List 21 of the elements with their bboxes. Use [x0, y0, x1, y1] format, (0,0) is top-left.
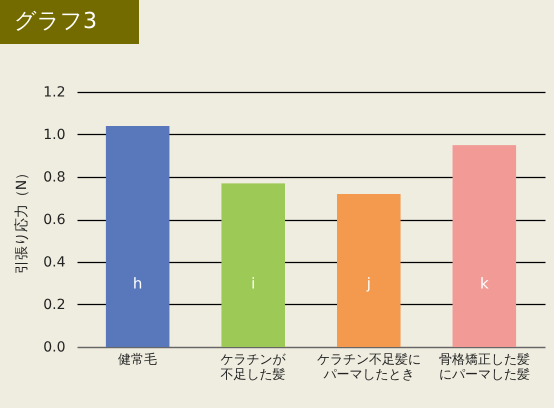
bar — [452, 145, 516, 347]
y-tick-label: 0.2 — [43, 297, 66, 313]
x-tick-label: ケラチン不足髪にパーマしたとき — [316, 352, 421, 382]
x-tick-label: 健常毛 — [118, 352, 158, 368]
annotation: k — [480, 274, 489, 292]
y-tick-label: 0.6 — [43, 212, 66, 228]
chart-title: グラフ3 — [14, 9, 97, 34]
bar — [106, 126, 170, 347]
annotation: i — [251, 274, 256, 292]
annotation: h — [132, 274, 142, 292]
y-axis-title: 引張り応力（N） — [14, 166, 30, 274]
bar — [221, 183, 285, 347]
y-tick-label: 1.0 — [43, 127, 66, 143]
y-tick-label: 0.4 — [43, 254, 66, 270]
y-tick-label: 1.2 — [43, 84, 66, 100]
annotation: j — [366, 274, 371, 292]
y-tick-label: 0.0 — [43, 340, 66, 356]
x-tick-label: ケラチンが不足した髪 — [220, 352, 287, 382]
y-tick-label: 0.8 — [43, 170, 66, 186]
x-tick-label: 骨格矯正した髪にパーマした髪 — [438, 352, 530, 382]
bar — [337, 194, 401, 347]
